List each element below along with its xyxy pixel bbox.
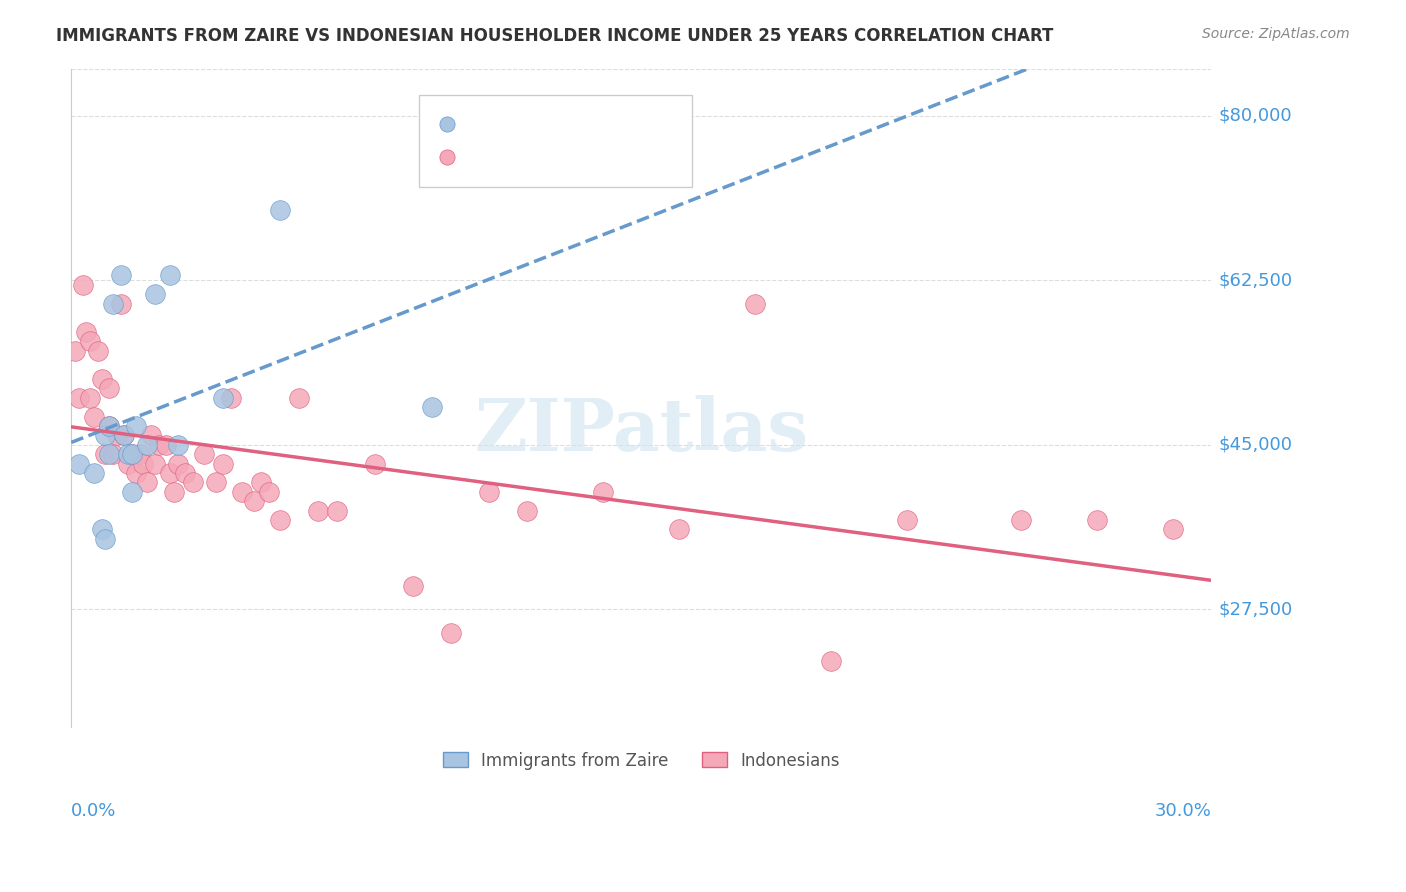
Point [121, 447, 143, 461]
Point [181, 475, 204, 490]
Point [125, 419, 148, 434]
Point [98, 419, 121, 434]
Point [269, 202, 291, 217]
Point [117, 457, 139, 471]
Point [136, 475, 159, 490]
Point [101, 296, 124, 310]
Point [1313, 861, 1336, 875]
Point [110, 268, 132, 283]
Point [219, 391, 242, 405]
Point [193, 447, 215, 461]
Point [98, 447, 121, 461]
Point [166, 457, 188, 471]
Point [72, 277, 94, 292]
Point [257, 484, 280, 499]
Text: $45,000: $45,000 [1219, 436, 1292, 454]
Point [288, 391, 311, 405]
Point [148, 438, 170, 452]
Point [242, 494, 264, 508]
Legend: Immigrants from Zaire, Indonesians: Immigrants from Zaire, Indonesians [434, 743, 848, 778]
Point [94, 447, 117, 461]
Point [143, 457, 166, 471]
Point [204, 475, 226, 490]
Point [79, 334, 101, 349]
Text: 0.0%: 0.0% [72, 802, 117, 821]
Point [98, 381, 121, 395]
Point [326, 503, 349, 517]
Point [98, 419, 121, 434]
Point [174, 466, 197, 480]
Text: IMMIGRANTS FROM ZAIRE VS INDONESIAN HOUSEHOLDER INCOME UNDER 25 YEARS CORRELATIO: IMMIGRANTS FROM ZAIRE VS INDONESIAN HOUS… [56, 27, 1053, 45]
Point [139, 428, 162, 442]
Point [90, 372, 112, 386]
Point [212, 391, 235, 405]
Point [121, 484, 143, 499]
Point [87, 343, 110, 358]
Point [83, 409, 105, 424]
Point [516, 503, 538, 517]
Text: $80,000: $80,000 [1219, 106, 1292, 125]
Point [90, 523, 112, 537]
Point [269, 513, 291, 527]
Point [94, 532, 117, 546]
Point [117, 447, 139, 461]
Point [896, 513, 918, 527]
Point [155, 438, 177, 452]
Point [105, 428, 128, 442]
FancyBboxPatch shape [419, 95, 692, 187]
Point [67, 391, 90, 405]
Point [166, 438, 188, 452]
Point [94, 428, 117, 442]
Text: R =  0.017   N = 21: R = 0.017 N = 21 [467, 115, 630, 134]
Point [1313, 861, 1336, 875]
Text: $27,500: $27,500 [1219, 600, 1294, 618]
Point [364, 457, 387, 471]
Point [592, 484, 614, 499]
Point [79, 391, 101, 405]
Point [63, 343, 86, 358]
Point [114, 428, 136, 442]
Point [83, 466, 105, 480]
Point [440, 626, 463, 640]
Text: R = -0.288   N = 56: R = -0.288 N = 56 [467, 148, 630, 167]
Text: ZIPatlas: ZIPatlas [474, 395, 808, 467]
Point [402, 579, 425, 593]
Point [1085, 513, 1108, 527]
Point [668, 523, 690, 537]
Point [101, 447, 124, 461]
Point [159, 268, 181, 283]
Point [128, 447, 150, 461]
Point [136, 438, 159, 452]
Point [478, 484, 501, 499]
Point [110, 296, 132, 310]
Point [212, 457, 235, 471]
Point [114, 428, 136, 442]
Text: Source: ZipAtlas.com: Source: ZipAtlas.com [1202, 27, 1350, 41]
Point [820, 654, 842, 668]
Point [75, 325, 97, 339]
Point [121, 447, 143, 461]
Point [67, 457, 90, 471]
Point [143, 287, 166, 301]
Point [163, 484, 186, 499]
Point [132, 457, 155, 471]
Point [1010, 513, 1032, 527]
Point [307, 503, 329, 517]
Text: 30.0%: 30.0% [1154, 802, 1211, 821]
Point [159, 466, 181, 480]
Point [420, 400, 443, 414]
Text: $62,500: $62,500 [1219, 271, 1292, 289]
Point [1161, 523, 1184, 537]
Point [744, 296, 766, 310]
Point [125, 466, 148, 480]
Point [250, 475, 273, 490]
Point [231, 484, 253, 499]
